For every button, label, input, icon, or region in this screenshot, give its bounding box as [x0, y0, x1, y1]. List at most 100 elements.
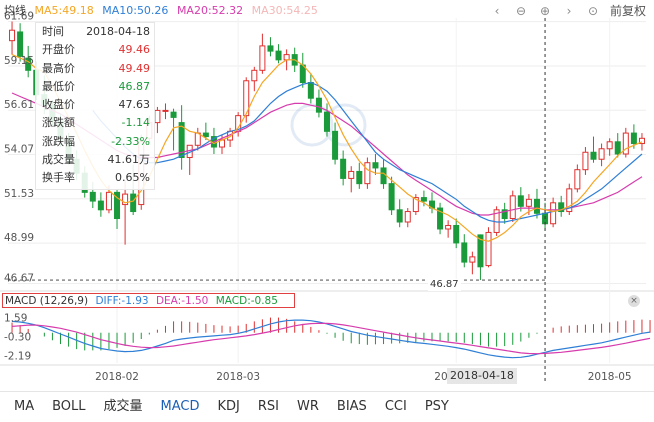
- candle-body: [437, 207, 444, 230]
- candle-body: [469, 256, 476, 263]
- candle-body: [630, 132, 637, 145]
- settings-icon[interactable]: ⊙: [587, 3, 599, 18]
- macd-close-icon[interactable]: ×: [628, 295, 640, 307]
- macd-value-legend: MACD:-0.85: [215, 295, 278, 307]
- macd-legend: MACD (12,26,9) DIFF:-1.93 DEA:-1.50 MACD…: [2, 293, 295, 308]
- candle-body: [638, 137, 645, 145]
- crosshair-date-label: 2018-04-18: [447, 368, 517, 384]
- chevron-right-icon[interactable]: ›: [566, 3, 572, 18]
- candle-body: [202, 132, 209, 138]
- candle-body: [485, 231, 492, 267]
- candle-body: [9, 29, 16, 42]
- candle-body: [307, 82, 314, 99]
- tab-成交量[interactable]: 成交量: [103, 399, 143, 414]
- candle-body: [461, 242, 468, 263]
- candle-body: [477, 234, 484, 268]
- crosshair-price-label: 46.87: [428, 279, 461, 291]
- tab-macd[interactable]: MACD: [160, 399, 200, 414]
- tooltip-label: 成交量: [42, 153, 75, 167]
- date-tick-label: 2018-05: [588, 371, 632, 383]
- macd-diff-legend: DIFF:-1.93: [95, 295, 149, 307]
- candle-body: [614, 141, 621, 155]
- candle-body: [622, 132, 629, 155]
- candle-body: [332, 130, 339, 160]
- ma30-legend: MA30:54.25: [251, 4, 318, 17]
- candle-body: [275, 50, 282, 61]
- candle-body: [574, 169, 581, 190]
- chart-toolbar: ‹ ⊖ ⊕ › ⊙ 前复权: [490, 2, 646, 19]
- tab-wr[interactable]: WR: [297, 399, 319, 414]
- tooltip-row: 最高价 49.49: [36, 60, 154, 78]
- tooltip-row: 换手率 0.65%: [36, 169, 154, 187]
- candle-body: [89, 191, 96, 202]
- candle-body: [372, 162, 379, 169]
- tooltip-value: 0.65%: [115, 171, 150, 185]
- candle-body: [420, 197, 427, 202]
- candle-body: [582, 151, 589, 171]
- macd-legend-title: MACD (12,26,9): [5, 295, 89, 307]
- candle-body: [356, 170, 363, 185]
- tooltip-value: 49.49: [118, 61, 151, 75]
- tooltip-value: 47.63: [118, 98, 151, 112]
- candle-body: [388, 183, 395, 211]
- crosshair: [8, 18, 546, 383]
- tab-ma[interactable]: MA: [14, 399, 35, 414]
- candle-body: [525, 198, 532, 207]
- tab-bias[interactable]: BIAS: [336, 399, 367, 414]
- candle-body: [348, 170, 355, 179]
- tab-rsi[interactable]: RSI: [257, 399, 280, 414]
- tab-cci[interactable]: CCI: [384, 399, 407, 414]
- macd-tick-label: 1.59: [4, 313, 27, 325]
- tooltip-row: 最低价 46.87: [36, 78, 154, 96]
- candle-body: [323, 111, 331, 132]
- ma10-line: [92, 81, 643, 223]
- ma5-line: [11, 54, 643, 242]
- zoom-out-icon[interactable]: ⊖: [515, 3, 527, 18]
- candle-body: [114, 191, 121, 220]
- candle-body: [105, 191, 112, 211]
- candle-body: [243, 80, 250, 117]
- zoom-in-icon[interactable]: ⊕: [539, 3, 551, 18]
- price-tick-label: 61.69: [4, 11, 34, 23]
- tooltip-row: 成交量 41.61万: [36, 151, 154, 169]
- candle-body: [259, 45, 266, 71]
- candle-body: [17, 31, 24, 57]
- candle-body: [509, 195, 516, 220]
- tooltip-value: 2018-04-18: [86, 25, 150, 38]
- candle-body: [445, 224, 452, 230]
- candle-body: [501, 209, 508, 220]
- candle-body: [606, 141, 613, 150]
- candle-body: [412, 197, 419, 213]
- candle-body: [267, 45, 274, 52]
- candle-body: [404, 211, 411, 223]
- ma5-legend: MA5:49.18: [34, 4, 94, 17]
- tab-psy[interactable]: PSY: [424, 399, 449, 414]
- chevron-left-icon[interactable]: ‹: [494, 3, 500, 18]
- tooltip-label: 涨跌额: [42, 116, 75, 130]
- ma-legend: 均线 MA5:49.18 MA10:50.26 MA20:52.32 MA30:…: [4, 2, 323, 18]
- tooltip-label: 开盘价: [42, 43, 75, 57]
- candle-body: [162, 109, 169, 112]
- candle-body: [97, 200, 104, 211]
- tooltip-row: 收盘价 47.63: [36, 96, 154, 114]
- dea-line: [11, 322, 651, 355]
- indicator-tabs: MA BOLL 成交量 MACD KDJ RSI WR BIAS CCI PSY: [0, 391, 654, 422]
- price-tick-label: 46.67: [4, 273, 34, 285]
- candle-body: [364, 162, 371, 185]
- price-tick-label: 48.99: [4, 232, 34, 244]
- candle-body: [130, 193, 137, 213]
- price-axis-labels: 61.69 59.15 56.61 54.07 51.53 48.99 46.67: [4, 11, 34, 285]
- macd-histogram: [11, 317, 651, 351]
- adjust-mode-button[interactable]: 前复权: [609, 4, 646, 18]
- candle-body: [566, 188, 573, 213]
- tab-boll[interactable]: BOLL: [52, 399, 86, 414]
- tooltip-label: 涨跌幅: [42, 134, 75, 148]
- price-tooltip: 时间 2018-04-18 开盘价 49.46 最高价 49.49 最低价 46.87 收盘价 4…: [35, 22, 155, 190]
- tab-kdj[interactable]: KDJ: [217, 399, 240, 414]
- candle-body: [590, 151, 597, 160]
- candle-body: [558, 202, 565, 213]
- candle-body: [533, 198, 540, 214]
- macd-tick-label: -2.19: [4, 350, 31, 362]
